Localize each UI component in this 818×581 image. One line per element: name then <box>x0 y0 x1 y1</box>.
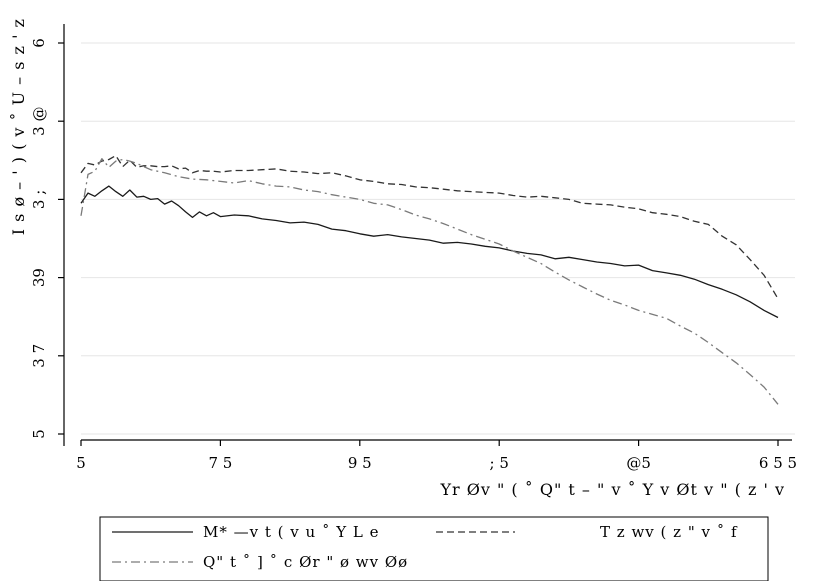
axis-ticks: 5 3 7 39 3 ; 3 @ 6 5 7 5 9 5 ; 5 @5 6 5 5 <box>30 38 797 472</box>
y-tick-label: 6 <box>30 38 48 48</box>
legend-label-2: T z wv ( z " v ˚ f <box>600 523 738 541</box>
series-line-3 <box>80 158 779 405</box>
x-tick-label: 6 5 5 <box>759 454 797 472</box>
y-tick-label: 3 ; <box>30 190 48 209</box>
y-tick-label: 3 @ <box>30 107 48 136</box>
legend-box <box>99 516 769 581</box>
y-tick-label: 5 <box>30 429 48 439</box>
y-tick-label: 3 7 <box>30 344 48 368</box>
x-axis-title: Yr Øv " ( ˚ Q" t – " v ˚ Y v Øt v " ( z … <box>439 480 785 499</box>
series-line-1 <box>80 185 779 319</box>
axes <box>63 24 792 446</box>
x-tick-label: 5 <box>76 454 86 472</box>
series-line-2 <box>80 154 779 300</box>
y-axis-title: I s ø – ' ) ( v ˚ U – s z ' z <box>9 18 28 235</box>
legend-label-1: M* —v t ( v u ˚ Y L e <box>203 523 380 541</box>
series-lines <box>80 154 779 405</box>
legend: M* —v t ( v u ˚ Y L e T z wv ( z " v ˚ f Q… <box>99 516 769 581</box>
x-tick-label: 7 5 <box>208 454 232 472</box>
y-tick-label: 39 <box>30 268 48 287</box>
grid-lines <box>81 42 795 435</box>
legend-label-3: Q" t ˚ ] ˚ c Ør " ø wv Øø <box>203 553 408 571</box>
x-tick-label: @5 <box>626 454 651 472</box>
x-tick-label: ; 5 <box>490 454 509 472</box>
x-tick-label: 9 5 <box>348 454 372 472</box>
